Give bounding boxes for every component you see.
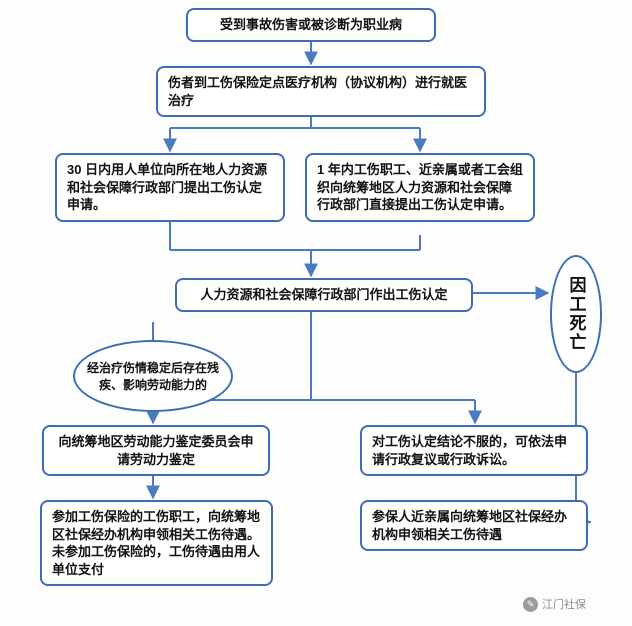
node-n1-text: 受到事故伤害或被诊断为职业病: [220, 17, 402, 32]
node-n5-text: 人力资源和社会保障行政部门作出工伤认定: [200, 287, 447, 302]
node-n11-text: 参保人近亲属向统筹地区社保经办机构申领相关工伤待遇: [372, 509, 567, 542]
node-n9-text: 因工死亡: [564, 276, 589, 352]
node-n10: 对工伤认定结论不服的，可依法申请行政复议或行政诉讼。: [360, 425, 588, 476]
node-n6-text: 经治疗伤情稳定后存在残疾、影响劳动能力的: [83, 359, 223, 393]
node-n7-text: 向统筹地区劳动能力鉴定委员会申请劳动力鉴定: [58, 434, 253, 467]
node-n5: 人力资源和社会保障行政部门作出工伤认定: [175, 278, 473, 312]
node-n2-text: 伤者到工伤保险定点医疗机构（协议机构）进行就医治疗: [168, 75, 467, 108]
node-n10-text: 对工伤认定结论不服的，可依法申请行政复议或行政诉讼。: [372, 434, 567, 467]
node-n1: 受到事故伤害或被诊断为职业病: [186, 8, 436, 42]
watermark: ✎ 江门社保: [523, 596, 586, 612]
watermark-text: 江门社保: [542, 596, 586, 612]
node-n3: 30 日内用人单位向所在地人力资源和社会保障行政部门提出工伤认定申请。: [55, 153, 285, 222]
node-n4-text: 1 年内工伤职工、近亲属或者工会组织向统筹地区人力资源和社会保障行政部门直接提出…: [317, 162, 523, 212]
node-n9: 因工死亡: [550, 255, 602, 373]
node-n6: 经治疗伤情稳定后存在残疾、影响劳动能力的: [73, 340, 233, 412]
node-n11: 参保人近亲属向统筹地区社保经办机构申领相关工伤待遇: [360, 500, 588, 551]
node-n4: 1 年内工伤职工、近亲属或者工会组织向统筹地区人力资源和社会保障行政部门直接提出…: [305, 153, 535, 222]
node-n8: 参加工伤保险的工伤职工，向统筹地区社保经办机构申领相关工伤待遇。未参加工伤保险的…: [40, 500, 273, 586]
node-n2: 伤者到工伤保险定点医疗机构（协议机构）进行就医治疗: [156, 66, 486, 117]
node-n7: 向统筹地区劳动能力鉴定委员会申请劳动力鉴定: [42, 425, 270, 476]
wechat-icon: ✎: [523, 597, 538, 612]
node-n3-text: 30 日内用人单位向所在地人力资源和社会保障行政部门提出工伤认定申请。: [67, 162, 267, 212]
node-n8-text: 参加工伤保险的工伤职工，向统筹地区社保经办机构申领相关工伤待遇。未参加工伤保险的…: [52, 509, 260, 577]
